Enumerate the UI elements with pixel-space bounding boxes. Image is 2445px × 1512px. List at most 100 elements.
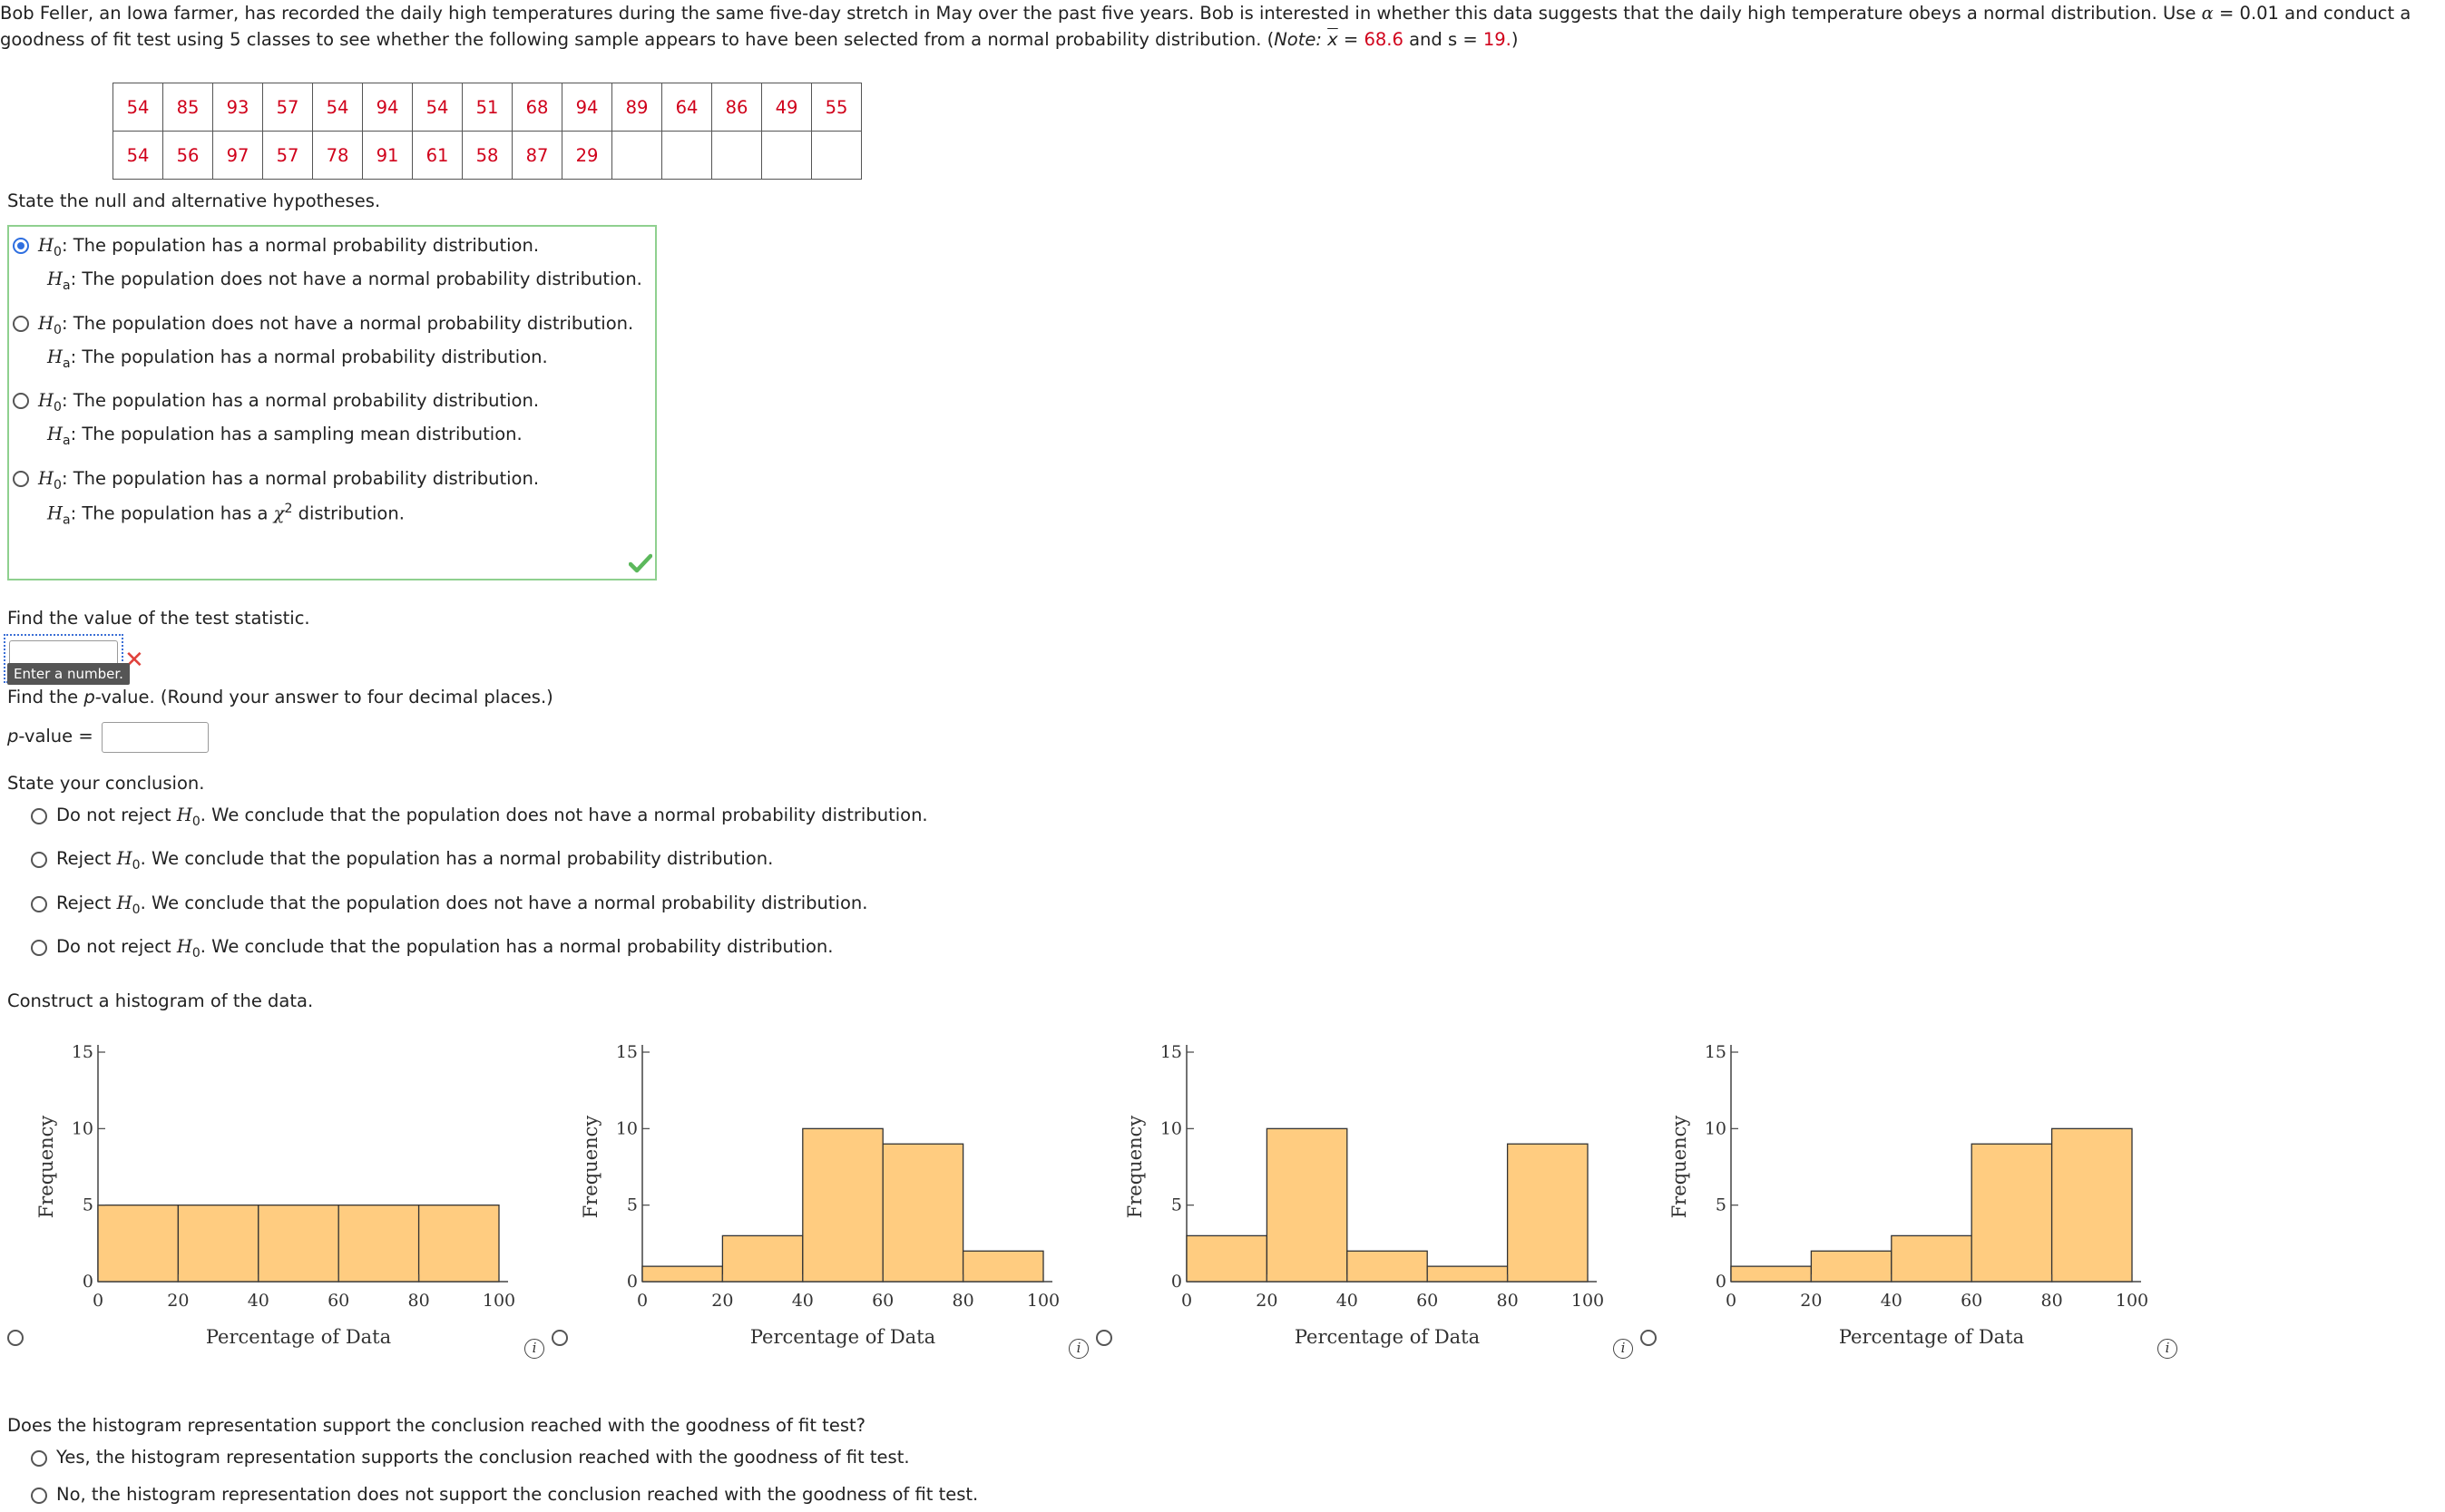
histogram-radio-1[interactable] bbox=[7, 1330, 24, 1346]
histogram-prompt: Construct a histogram of the data. bbox=[7, 990, 314, 1011]
question-line2: goodness of fit test using 5 classes to … bbox=[0, 29, 1275, 50]
y-axis-label: Frequency bbox=[580, 1116, 601, 1219]
and-s: and s = bbox=[1403, 29, 1483, 50]
h0-subscript: 0 bbox=[191, 945, 200, 961]
conclusion-post: . We conclude that the population has a … bbox=[140, 848, 774, 869]
conclusion-prompt: State your conclusion. bbox=[7, 773, 205, 794]
x-tick-label: 0 bbox=[93, 1291, 103, 1311]
h0-symbol: H bbox=[38, 468, 54, 489]
histogram-bar bbox=[177, 1205, 259, 1283]
y-tick-label: 0 bbox=[83, 1272, 93, 1292]
info-icon[interactable]: i bbox=[524, 1339, 544, 1359]
data-cell: 87 bbox=[512, 131, 562, 180]
x-tick-label: 20 bbox=[1256, 1291, 1277, 1311]
hypothesis-radio-3[interactable] bbox=[13, 393, 29, 409]
info-icon[interactable]: i bbox=[1069, 1339, 1089, 1359]
data-cell: 68 bbox=[512, 83, 562, 132]
h0-text: : The population has a normal probabilit… bbox=[61, 235, 540, 256]
data-cell: 54 bbox=[112, 131, 163, 180]
question-text: Bob Feller, an Iowa farmer, has recorded… bbox=[0, 0, 2431, 53]
histogram-bar bbox=[641, 1265, 724, 1283]
data-cell: 58 bbox=[462, 131, 513, 180]
x-tick-label: 0 bbox=[637, 1291, 648, 1311]
conclusion-radio-2[interactable] bbox=[31, 852, 47, 868]
data-cell: 56 bbox=[162, 131, 213, 180]
enter-number-tooltip: Enter a number. bbox=[7, 663, 130, 685]
hypothesis-ha-2: Ha: The population has a normal probabil… bbox=[47, 346, 548, 371]
hypothesis-h0-2: H0: The population does not have a norma… bbox=[38, 313, 633, 337]
h0-symbol: H bbox=[38, 235, 54, 256]
y-tick-label: 5 bbox=[83, 1195, 93, 1215]
histogram-bar bbox=[1506, 1143, 1589, 1283]
support-prompt: Does the histogram representation suppor… bbox=[7, 1415, 866, 1436]
conclusion-option-4: Do not reject H0. We conclude that the p… bbox=[56, 936, 833, 961]
conclusion-option-3: Reject H0. We conclude that the populati… bbox=[56, 893, 867, 917]
support-radio-2[interactable] bbox=[31, 1488, 47, 1504]
alpha-symbol: α bbox=[2201, 3, 2214, 24]
pvalue-input[interactable] bbox=[102, 722, 209, 753]
info-icon[interactable]: i bbox=[2157, 1339, 2177, 1359]
ha-text: : The population has a sampling mean dis… bbox=[70, 424, 523, 444]
y-tick-label: 10 bbox=[616, 1118, 638, 1138]
histogram-bar bbox=[962, 1250, 1044, 1283]
test-statistic-input[interactable] bbox=[9, 640, 118, 666]
h0-text: : The population has a normal probabilit… bbox=[61, 390, 540, 411]
x-tick-label: 100 bbox=[1571, 1291, 1604, 1311]
x-tick-label: 40 bbox=[1881, 1291, 1902, 1311]
histogram-bar bbox=[1891, 1234, 1972, 1283]
hypotheses-prompt: State the null and alternative hypothese… bbox=[7, 190, 381, 211]
hypothesis-h0-3: H0: The population has a normal probabil… bbox=[38, 390, 539, 415]
histogram-chart-1: 0 5 10 15 0 20 40 60 80 100 Percentage of Data Freq… bbox=[35, 1042, 515, 1348]
pvalue-label-rest: -value = bbox=[18, 726, 93, 746]
histogram-bar bbox=[882, 1143, 964, 1283]
x-tick-label: 80 bbox=[953, 1291, 974, 1311]
ha-symbol: H bbox=[47, 424, 64, 444]
conclusion-radio-1[interactable] bbox=[31, 808, 47, 824]
close-paren: ) bbox=[1511, 29, 1519, 50]
histogram-radio-2[interactable] bbox=[552, 1330, 568, 1346]
conclusion-pre: Reject bbox=[56, 848, 117, 869]
h0-text: : The population has a normal probabilit… bbox=[61, 468, 540, 489]
test-statistic-prompt: Find the value of the test statistic. bbox=[7, 608, 310, 629]
data-cell: 78 bbox=[312, 131, 363, 180]
conclusion-radio-4[interactable] bbox=[31, 940, 47, 956]
question-line1: Bob Feller, an Iowa farmer, has recorded… bbox=[0, 3, 2202, 24]
x-axis-label: Percentage of Data bbox=[1295, 1326, 1480, 1348]
hypothesis-radio-4[interactable] bbox=[13, 471, 29, 487]
pvalue-label: p-value = bbox=[7, 726, 93, 746]
x-tick-label: 100 bbox=[483, 1291, 515, 1311]
x-tick-label: 60 bbox=[1416, 1291, 1438, 1311]
support-radio-1[interactable] bbox=[31, 1450, 47, 1467]
data-cell: 61 bbox=[412, 131, 463, 180]
ha-symbol: H bbox=[47, 502, 64, 524]
hypothesis-ha-4: Ha: The population has a χ2 distribution… bbox=[47, 502, 405, 527]
hypothesis-radio-2[interactable] bbox=[13, 316, 29, 332]
data-cell: 91 bbox=[362, 131, 413, 180]
correct-check-icon bbox=[629, 553, 652, 573]
x-tick-label: 60 bbox=[1961, 1291, 1982, 1311]
h0-subscript: 0 bbox=[54, 244, 62, 259]
ha-subscript: a bbox=[63, 512, 71, 528]
chi-superscript: 2 bbox=[284, 502, 293, 516]
data-row-1: 54 85 93 57 54 94 54 51 68 94 89 64 86 49 55 bbox=[112, 83, 862, 132]
h0-subscript: 0 bbox=[54, 477, 62, 493]
h0-subscript: 0 bbox=[54, 322, 62, 337]
y-tick-label: 10 bbox=[1705, 1118, 1726, 1138]
data-cell: 94 bbox=[562, 83, 612, 132]
histogram-bar bbox=[1186, 1234, 1268, 1283]
chi-symbol: χ bbox=[273, 502, 285, 524]
histogram-radio-4[interactable] bbox=[1640, 1330, 1657, 1346]
histogram-radio-3[interactable] bbox=[1096, 1330, 1112, 1346]
x-tick-label: 20 bbox=[1800, 1291, 1822, 1311]
info-icon[interactable]: i bbox=[1613, 1339, 1633, 1359]
h0-subscript: 0 bbox=[132, 902, 141, 917]
hypothesis-radio-1[interactable] bbox=[13, 238, 29, 254]
data-cell: 49 bbox=[761, 83, 812, 132]
conclusion-radio-3[interactable] bbox=[31, 896, 47, 912]
y-tick-label: 15 bbox=[616, 1042, 638, 1062]
x-tick-label: 100 bbox=[1027, 1291, 1060, 1311]
y-tick-label: 5 bbox=[1716, 1195, 1726, 1215]
h0-symbol: H bbox=[176, 805, 192, 825]
data-cell bbox=[811, 131, 862, 180]
histogram-bar bbox=[1971, 1143, 2053, 1283]
